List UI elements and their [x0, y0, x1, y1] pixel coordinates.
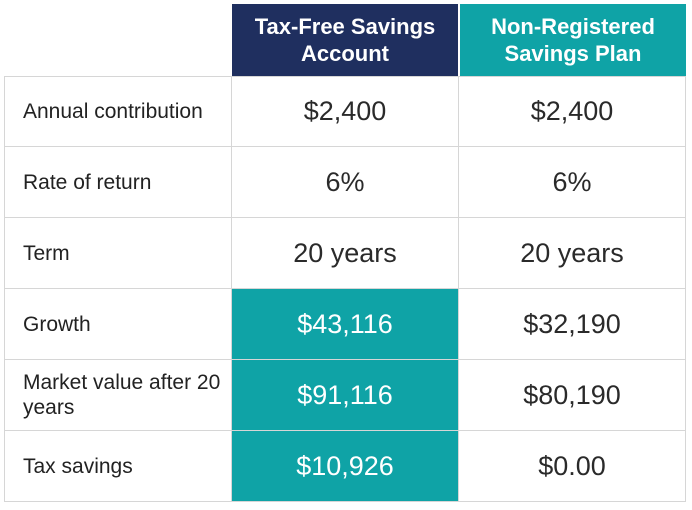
tfsa-value: 20 years — [232, 218, 459, 288]
table-row-market-value: Market value after 20 years $91,116 $80,… — [4, 360, 686, 431]
tfsa-column-header: Tax-Free Savings Account — [232, 4, 458, 76]
nrsp-value: $0.00 — [459, 431, 686, 501]
table-body: Annual contribution $2,400 $2,400 Rate o… — [4, 76, 686, 502]
row-label: Market value after 20 years — [4, 360, 232, 430]
tfsa-value: $2,400 — [232, 77, 459, 146]
table-row-term: Term 20 years 20 years — [4, 218, 686, 289]
nrsp-column-header: Non-Registered Savings Plan — [460, 4, 686, 76]
tfsa-value-highlighted: $91,116 — [232, 360, 459, 430]
table-row-tax-savings: Tax savings $10,926 $0.00 — [4, 431, 686, 502]
row-label: Term — [4, 218, 232, 288]
table-row-rate-of-return: Rate of return 6% 6% — [4, 147, 686, 218]
nrsp-value: $2,400 — [459, 77, 686, 146]
table-row-annual-contribution: Annual contribution $2,400 $2,400 — [4, 77, 686, 147]
tfsa-value-highlighted: $10,926 — [232, 431, 459, 501]
row-label: Annual contribution — [4, 77, 232, 146]
row-label: Tax savings — [4, 431, 232, 501]
row-label: Rate of return — [4, 147, 232, 217]
nrsp-value: 6% — [459, 147, 686, 217]
tfsa-value-highlighted: $43,116 — [232, 289, 459, 359]
nrsp-value: 20 years — [459, 218, 686, 288]
nrsp-value: $32,190 — [459, 289, 686, 359]
row-label: Growth — [4, 289, 232, 359]
table-row-growth: Growth $43,116 $32,190 — [4, 289, 686, 360]
tfsa-value: 6% — [232, 147, 459, 217]
nrsp-value: $80,190 — [459, 360, 686, 430]
